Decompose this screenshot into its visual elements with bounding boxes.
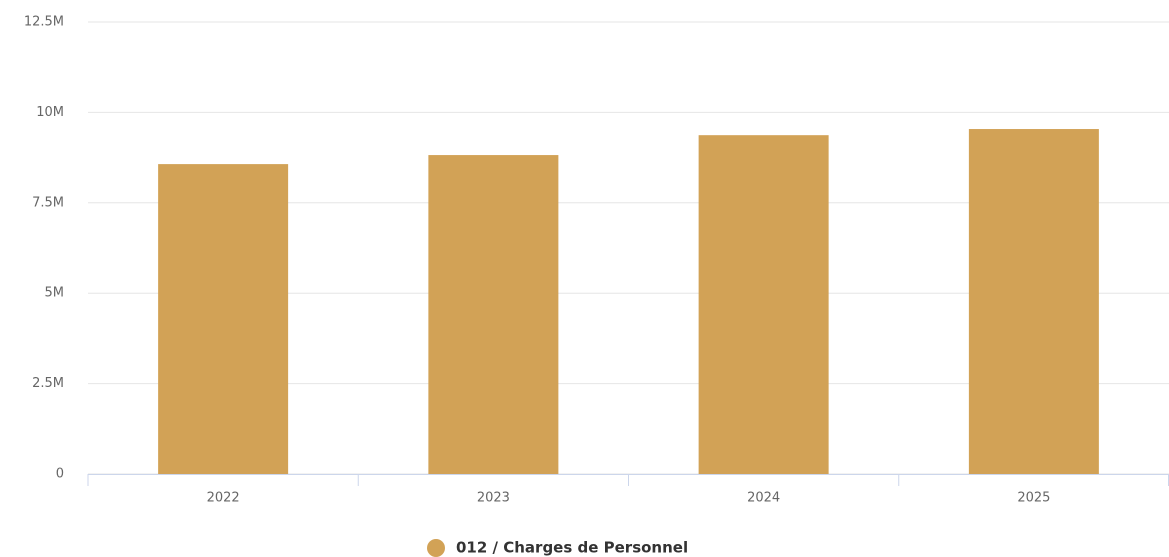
y-tick-label: 12.5M bbox=[24, 15, 64, 30]
bar bbox=[158, 164, 289, 474]
x-tick-label: 2025 bbox=[1017, 491, 1050, 506]
x-tick-label: 2024 bbox=[747, 491, 780, 506]
legend-marker bbox=[427, 539, 445, 557]
y-tick-label: 2.5M bbox=[32, 376, 64, 391]
x-tick-label: 2023 bbox=[477, 491, 510, 506]
y-tick-label: 7.5M bbox=[32, 195, 64, 210]
y-tick-label: 0 bbox=[56, 467, 64, 482]
y-tick-label: 5M bbox=[45, 286, 65, 301]
y-tick-label: 10M bbox=[36, 105, 64, 120]
legend-label: 012 / Charges de Personnel bbox=[456, 539, 688, 557]
x-tick-label: 2022 bbox=[207, 491, 240, 506]
bar bbox=[698, 135, 829, 475]
bar bbox=[968, 129, 1099, 474]
bar bbox=[428, 155, 559, 475]
